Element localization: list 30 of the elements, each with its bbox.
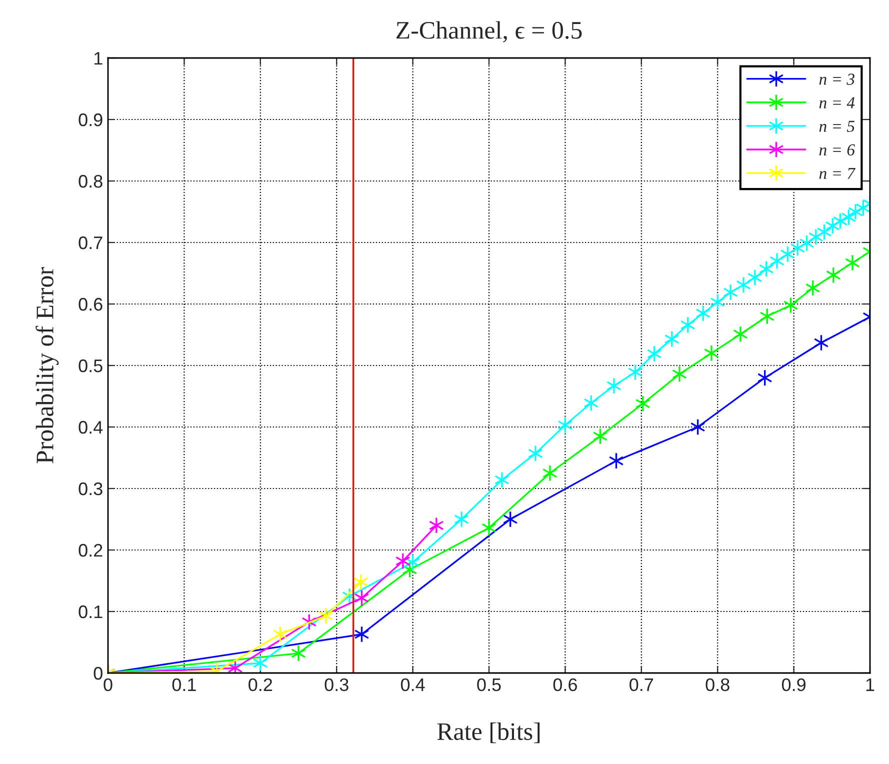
x-tick-label: 0.5 — [477, 678, 501, 692]
y-tick-label: 0.8 — [78, 174, 102, 188]
y-tick-label: 0.1 — [78, 605, 102, 618]
x-tick-label: 0.3 — [324, 678, 348, 692]
y-tick-label: 1 — [94, 52, 102, 65]
x-tick-label: 0.9 — [782, 678, 806, 692]
y-axis-title: Probability of Error — [36, 267, 59, 464]
y-tick-label: 0.3 — [78, 482, 102, 496]
y-tick-label: 0 — [94, 666, 102, 680]
legend-label: n = 5 — [819, 120, 854, 132]
x-tick-label: 0.8 — [706, 678, 730, 692]
y-tick-label: 0.9 — [78, 113, 102, 126]
x-tick-label: 0.7 — [630, 678, 654, 692]
x-tick-label: 1 — [866, 678, 874, 691]
x-tick-label: 0.2 — [248, 678, 272, 692]
x-tick-label: 0.1 — [172, 678, 196, 692]
y-tick-label: 0.2 — [78, 544, 102, 557]
x-tick-label: 0.6 — [553, 678, 577, 692]
legend-label: n = 3 — [819, 74, 854, 85]
chart-title: Z-Channel, ϵ = 0.5 — [396, 21, 582, 42]
y-tick-label: 0.4 — [78, 420, 103, 434]
y-tick-label: 0.6 — [78, 298, 102, 311]
x-tick-label: 0 — [104, 678, 112, 692]
x-axis-title: Rate [bits] — [437, 722, 540, 744]
legend-label: n = 4 — [819, 97, 855, 108]
x-tick-label: 0.4 — [400, 678, 425, 692]
legend-label: n = 7 — [819, 168, 856, 179]
legend-label: n = 6 — [819, 144, 855, 156]
y-tick-label: 0.5 — [78, 359, 102, 372]
y-tick-label: 0.7 — [78, 236, 102, 250]
